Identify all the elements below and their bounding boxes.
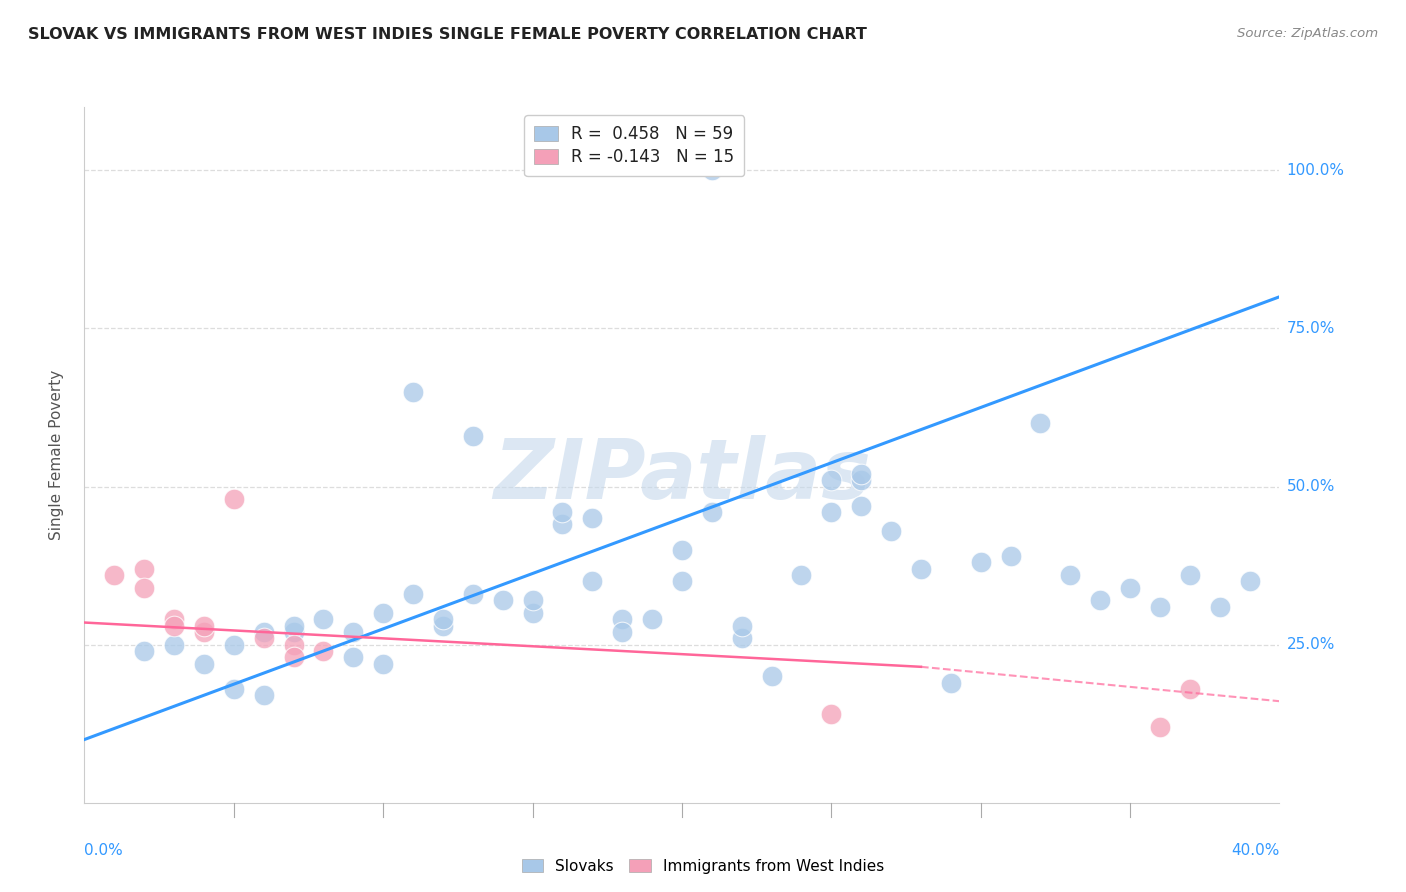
Point xyxy=(163,618,186,632)
Point xyxy=(1119,581,1142,595)
Point xyxy=(731,618,754,632)
Point xyxy=(1149,720,1171,734)
Point xyxy=(610,612,633,626)
Point xyxy=(1358,163,1381,178)
Point xyxy=(253,688,276,702)
Text: 75.0%: 75.0% xyxy=(1286,321,1334,336)
Point xyxy=(849,473,872,487)
Point xyxy=(731,632,754,646)
Point xyxy=(222,638,245,652)
Point xyxy=(1029,417,1052,431)
Point xyxy=(939,675,962,690)
Point xyxy=(222,681,245,696)
Point xyxy=(522,606,544,620)
Text: Source: ZipAtlas.com: Source: ZipAtlas.com xyxy=(1237,27,1378,40)
Point xyxy=(312,644,335,658)
Text: 100.0%: 100.0% xyxy=(1286,163,1344,178)
Point xyxy=(163,638,186,652)
Point xyxy=(1178,568,1201,582)
Point xyxy=(193,618,215,632)
Point xyxy=(910,562,932,576)
Point xyxy=(551,505,574,519)
Point xyxy=(103,568,125,582)
Point xyxy=(342,650,364,665)
Point xyxy=(641,612,664,626)
Point xyxy=(1239,574,1261,589)
Text: 40.0%: 40.0% xyxy=(1232,843,1279,858)
Point xyxy=(581,574,603,589)
Point xyxy=(402,587,425,601)
Point xyxy=(132,581,156,595)
Point xyxy=(492,593,515,607)
Text: ZIPatlas: ZIPatlas xyxy=(494,435,870,516)
Point xyxy=(1059,568,1081,582)
Point xyxy=(283,625,305,640)
Point xyxy=(1358,163,1381,178)
Point xyxy=(671,542,693,557)
Point xyxy=(1358,473,1381,487)
Point xyxy=(283,618,305,632)
Point xyxy=(402,384,425,399)
Point xyxy=(312,612,335,626)
Point xyxy=(880,524,903,538)
Point xyxy=(820,505,842,519)
Point xyxy=(1088,593,1111,607)
Point xyxy=(700,163,723,178)
Point xyxy=(581,511,603,525)
Text: 0.0%: 0.0% xyxy=(84,843,124,858)
Point xyxy=(522,593,544,607)
Y-axis label: Single Female Poverty: Single Female Poverty xyxy=(49,370,63,540)
Text: 25.0%: 25.0% xyxy=(1286,637,1334,652)
Point xyxy=(849,499,872,513)
Point xyxy=(342,625,364,640)
Point xyxy=(371,606,394,620)
Point xyxy=(132,562,156,576)
Point xyxy=(283,638,305,652)
Point xyxy=(461,429,484,443)
Point xyxy=(551,517,574,532)
Point xyxy=(1178,681,1201,696)
Point xyxy=(1208,599,1232,614)
Legend: R =  0.458   N = 59, R = -0.143   N = 15: R = 0.458 N = 59, R = -0.143 N = 15 xyxy=(524,115,744,177)
Text: 50.0%: 50.0% xyxy=(1286,479,1334,494)
Point xyxy=(610,625,633,640)
Point xyxy=(193,657,215,671)
Point xyxy=(761,669,783,683)
Point xyxy=(700,505,723,519)
Point xyxy=(461,587,484,601)
Point xyxy=(820,473,842,487)
Point xyxy=(283,650,305,665)
Point xyxy=(1000,549,1022,563)
Point xyxy=(790,568,813,582)
Point xyxy=(371,657,394,671)
Point xyxy=(432,618,454,632)
Point xyxy=(970,556,993,570)
Legend: Slovaks, Immigrants from West Indies: Slovaks, Immigrants from West Indies xyxy=(516,853,890,880)
Point xyxy=(671,574,693,589)
Text: SLOVAK VS IMMIGRANTS FROM WEST INDIES SINGLE FEMALE POVERTY CORRELATION CHART: SLOVAK VS IMMIGRANTS FROM WEST INDIES SI… xyxy=(28,27,868,42)
Point xyxy=(222,492,245,507)
Point xyxy=(132,644,156,658)
Point xyxy=(253,625,276,640)
Point xyxy=(1149,599,1171,614)
Point xyxy=(253,632,276,646)
Point xyxy=(849,467,872,481)
Point xyxy=(820,707,842,722)
Point xyxy=(432,612,454,626)
Point xyxy=(163,612,186,626)
Point xyxy=(193,625,215,640)
